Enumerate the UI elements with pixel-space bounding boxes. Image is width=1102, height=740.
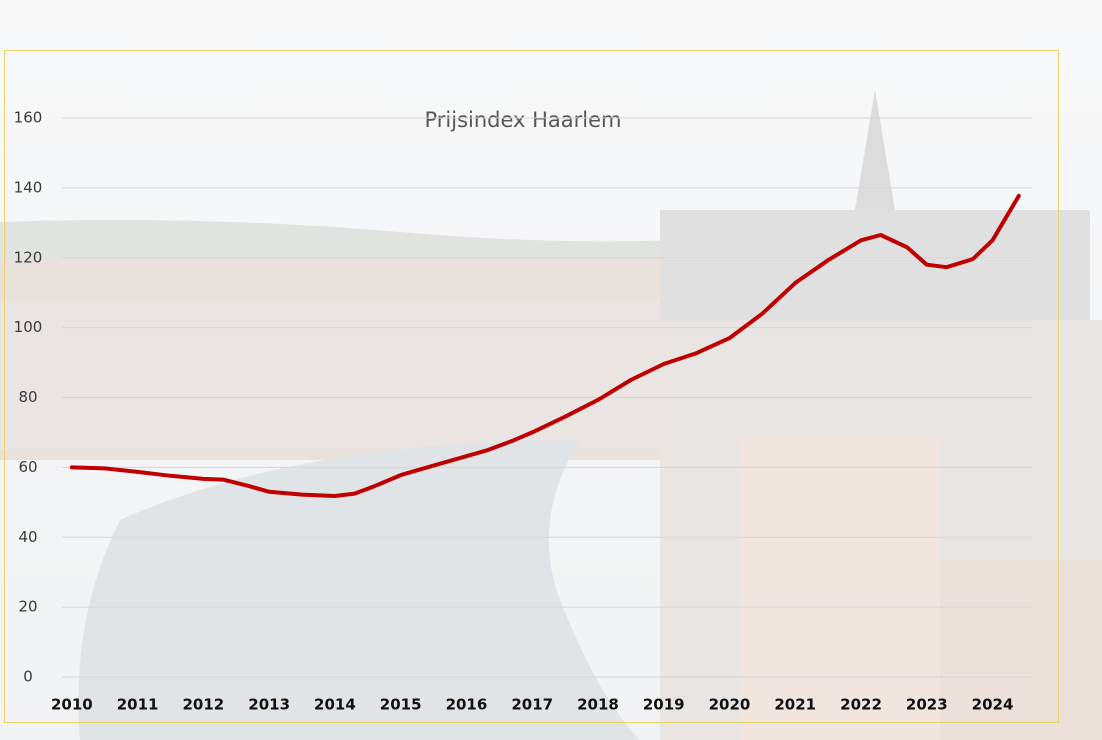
x-tick-label: 2015 (380, 696, 422, 714)
y-tick-label: 140 (14, 178, 43, 196)
x-tick-label: 2012 (183, 696, 225, 714)
x-tick-label: 2017 (511, 696, 553, 714)
y-tick-label: 100 (14, 318, 43, 336)
y-tick-label: 80 (18, 388, 37, 406)
x-tick-label: 2024 (972, 696, 1014, 714)
x-tick-label: 2020 (709, 696, 751, 714)
x-tick-label: 2019 (643, 696, 685, 714)
y-tick-label: 160 (14, 109, 43, 127)
data-line (69, 193, 1021, 498)
y-tick-label: 40 (18, 528, 37, 546)
y-tick-label: 20 (18, 598, 37, 616)
x-tick-label: 2022 (840, 696, 882, 714)
x-tick-label: 2014 (314, 696, 356, 714)
chart-title: Prijsindex Haarlem (424, 108, 621, 132)
x-tick-label: 2021 (774, 696, 816, 714)
chart-frame (4, 50, 1059, 723)
y-tick-label: 120 (14, 248, 43, 266)
x-tick-label: 2013 (248, 696, 290, 714)
x-tick-label: 2018 (577, 696, 619, 714)
x-tick-label: 2016 (446, 696, 488, 714)
y-tick-label: 60 (18, 458, 37, 476)
x-tick-label: 2011 (117, 696, 159, 714)
x-tick-label: 2023 (906, 696, 948, 714)
y-tick-label: 0 (23, 668, 33, 686)
x-tick-label: 2010 (51, 696, 93, 714)
